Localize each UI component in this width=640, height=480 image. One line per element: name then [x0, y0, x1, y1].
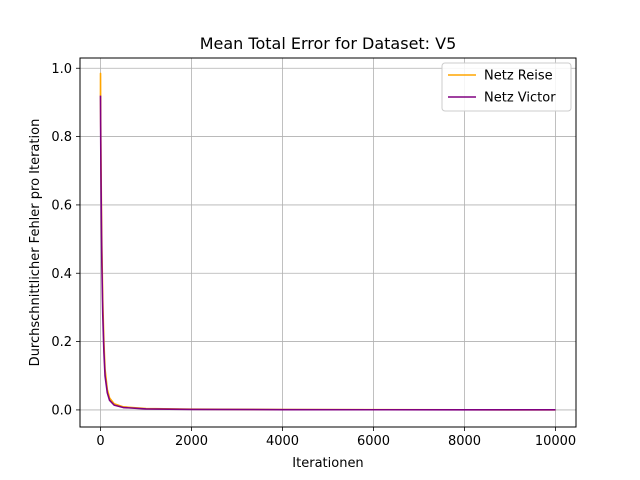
legend-label-0: Netz Reise [484, 69, 553, 84]
legend: Netz Reise Netz Victor [441, 62, 572, 112]
series-line-1 [99, 95, 556, 411]
plot-frame [79, 57, 577, 428]
x-tick-label: 2000 [175, 434, 208, 449]
axis-ticks: 0 2000 4000 6000 8000 10000 0.0 0.2 0.4 0.6 0.8 1.0 [51, 62, 576, 449]
y-tick-label: 0.4 [51, 267, 72, 282]
y-tick-label: 0.8 [51, 130, 72, 145]
legend-label-1: Netz Victor [484, 91, 556, 106]
y-tick-label: 0.0 [51, 403, 72, 418]
y-tick-label: 0.2 [51, 335, 72, 350]
y-axis-label: Durchschnittlicher Fehler pro Iteration [28, 119, 43, 367]
x-axis-label: Iterationen [292, 456, 363, 471]
x-tick-label: 0 [96, 434, 104, 449]
grid-lines [80, 58, 576, 427]
x-tick-label: 10000 [535, 434, 576, 449]
y-tick-label: 0.6 [51, 198, 72, 213]
x-tick-label: 8000 [448, 434, 481, 449]
y-tick-label: 1.0 [51, 62, 72, 77]
x-tick-label: 6000 [357, 434, 390, 449]
series-lines [99, 72, 556, 411]
x-tick-label: 4000 [266, 434, 299, 449]
chart-title: Mean Total Error for Dataset: V5 [200, 34, 457, 53]
